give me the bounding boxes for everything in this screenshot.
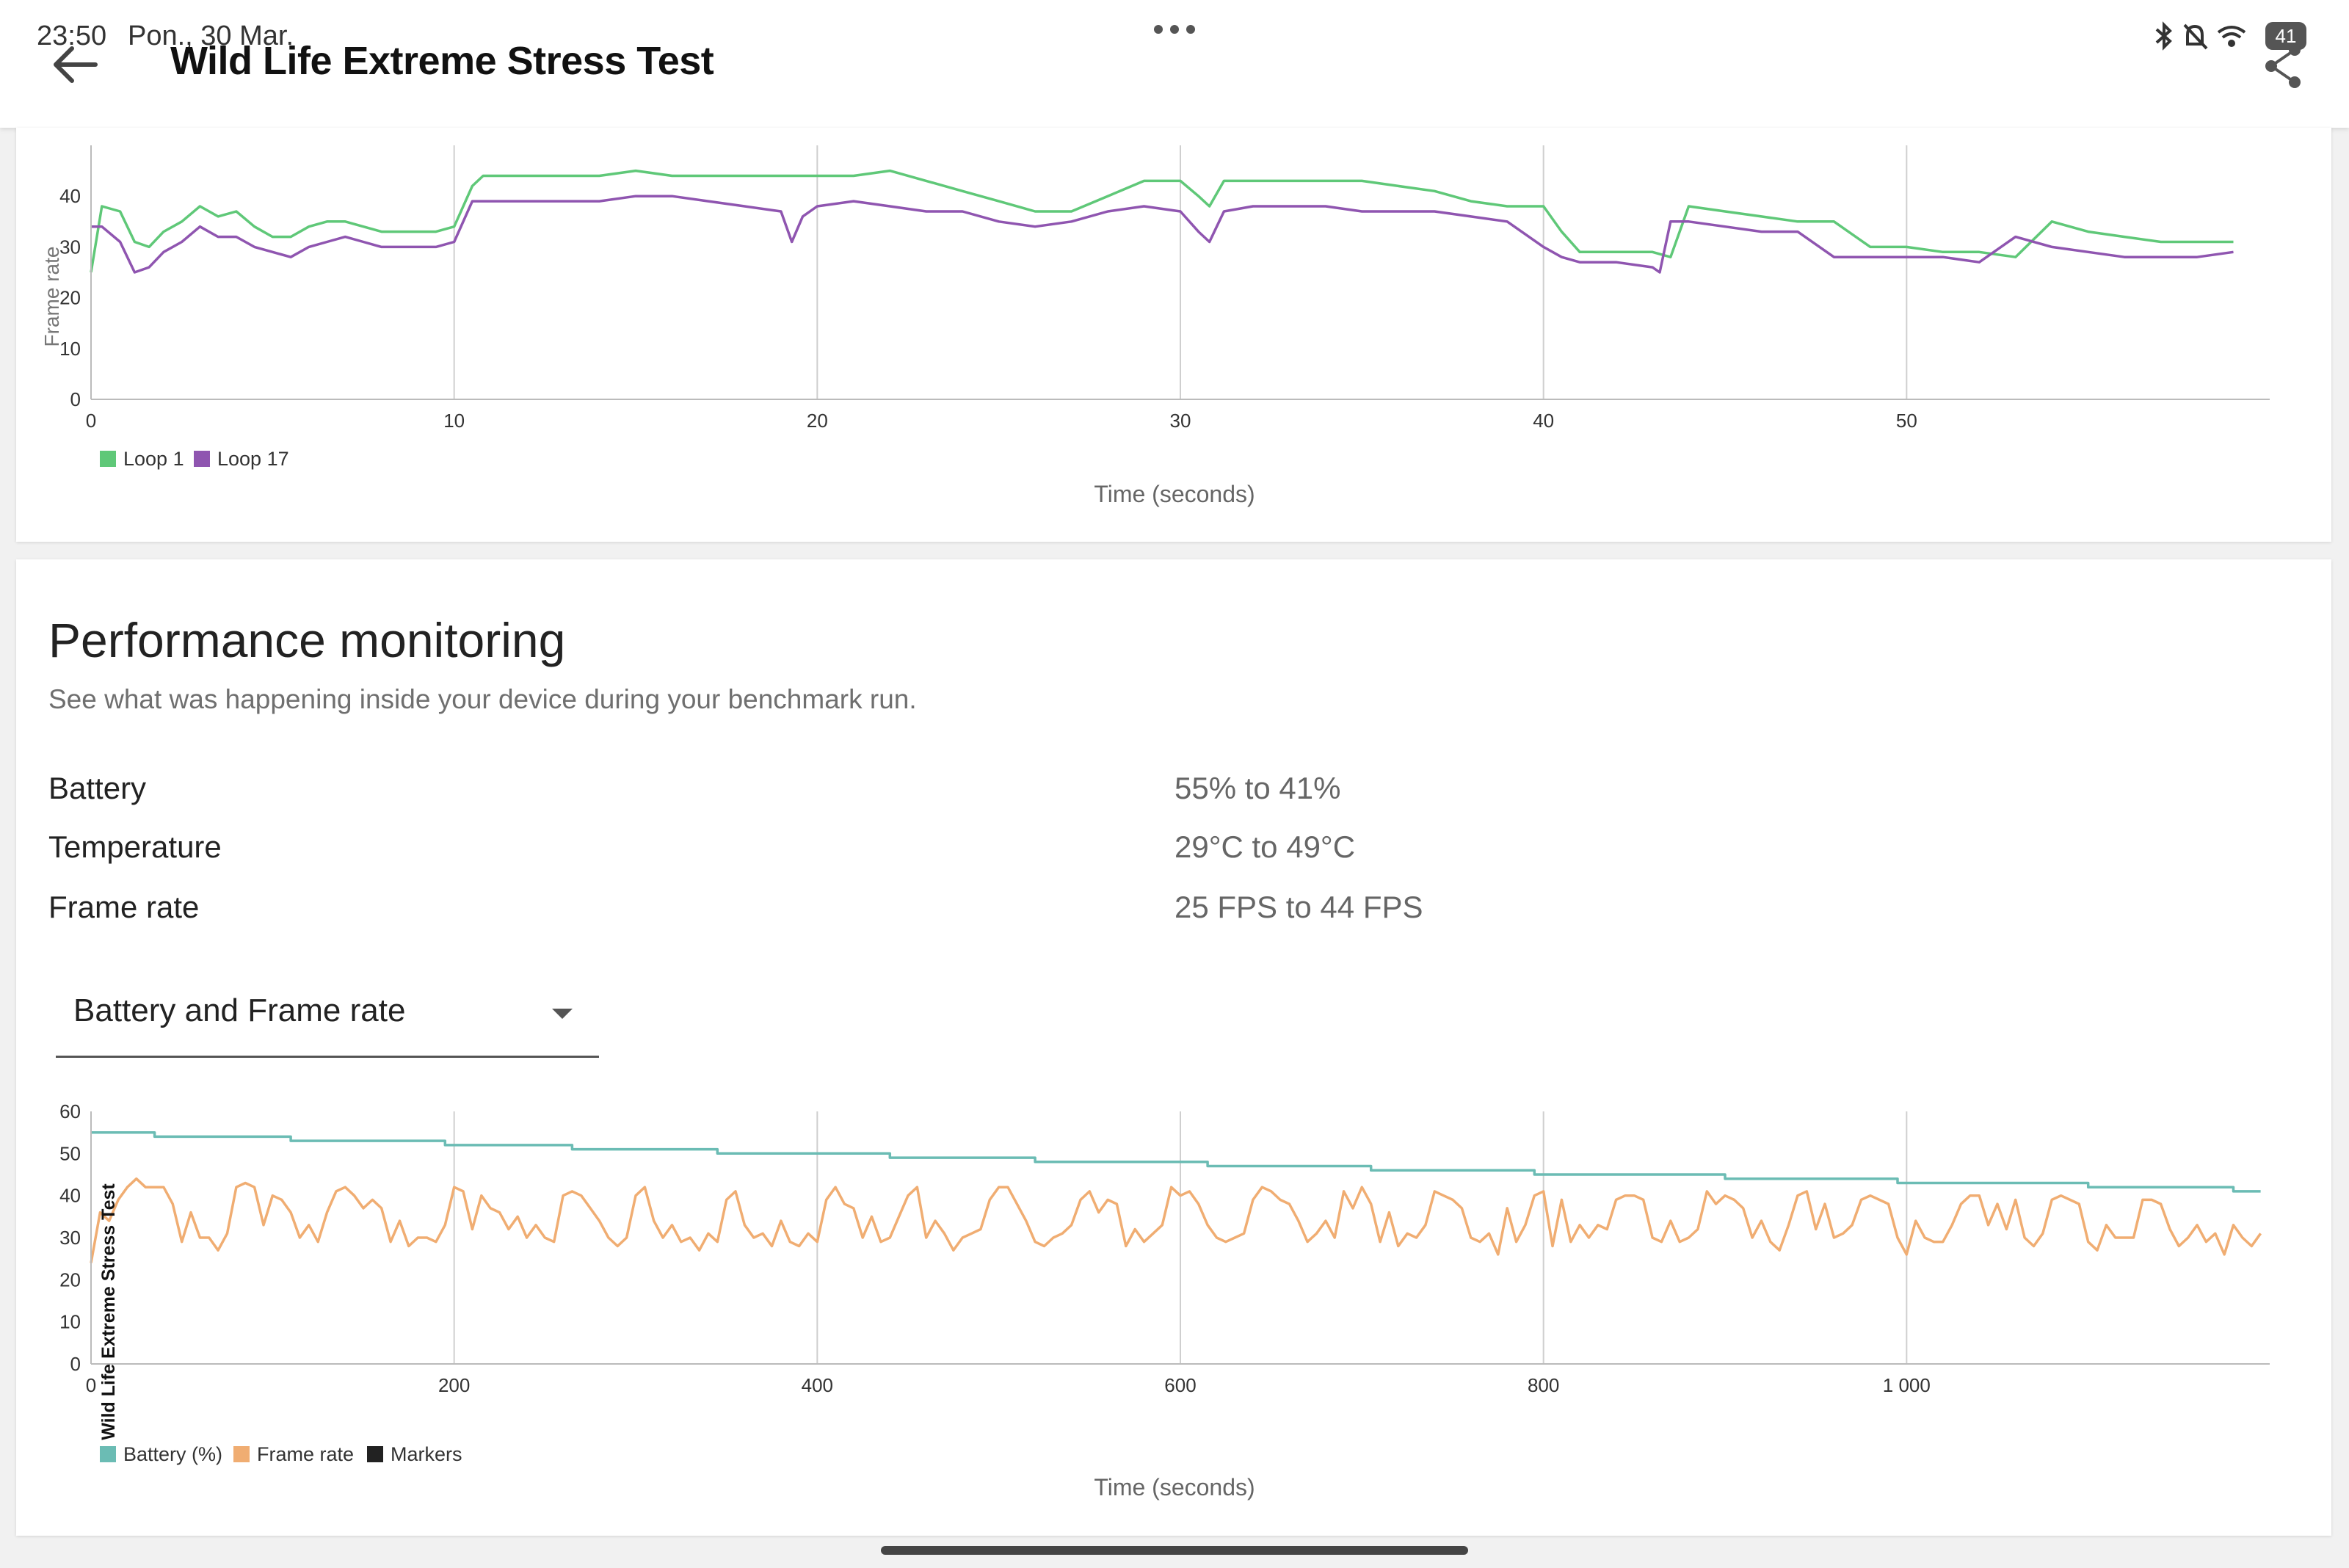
- y-tick-label: 30: [59, 236, 81, 258]
- x-tick-label: 1 000: [1883, 1374, 1931, 1396]
- y-tick-label: 20: [59, 1268, 81, 1291]
- legend-label-frame-rate: Frame rate: [257, 1443, 354, 1465]
- y-tick-label: 50: [59, 1142, 81, 1164]
- x-axis-label: Time (seconds): [1094, 1474, 1255, 1500]
- legend-swatch-battery: [100, 1446, 116, 1462]
- mute-bell-icon: [2183, 23, 2208, 50]
- x-tick-label: 40: [1533, 410, 1554, 432]
- metric-value-frame-rate: 25 FPS to 44 FPS: [1174, 890, 1423, 924]
- x-tick-label: 0: [86, 410, 96, 432]
- wifi-icon: [2217, 26, 2246, 47]
- legend-label-markers: Markers: [391, 1443, 462, 1465]
- metric-value-battery: 55% to 41%: [1174, 771, 1341, 805]
- legend-label-battery: Battery (%): [123, 1443, 222, 1465]
- legend-swatch-frame-rate: [233, 1446, 250, 1462]
- x-tick-label: 0: [86, 1374, 96, 1396]
- y-tick-label: 60: [59, 1100, 81, 1122]
- bluetooth-icon: [2155, 21, 2172, 51]
- x-tick-label: 20: [807, 410, 828, 432]
- x-tick-label: 10: [443, 410, 465, 432]
- battery-frame-rate-chart: 0 200 400 600 800 1 000 0 10 20 30 40 50 60 Wild Lif…: [59, 1100, 2270, 1500]
- x-tick-label: 200: [438, 1374, 470, 1396]
- battery-level-badge: 41: [2265, 22, 2306, 50]
- dropdown-arrow-icon: [552, 1009, 573, 1019]
- status-icons: [2155, 21, 2246, 51]
- section-subtitle: See what was happening inside your devic…: [48, 684, 917, 714]
- y-tick-label: 10: [59, 1311, 81, 1333]
- performance-monitoring-card: Performance monitoring See what was happ…: [16, 559, 2331, 1536]
- x-tick-label: 30: [1170, 410, 1191, 432]
- legend: Loop 1 Loop 17: [100, 448, 289, 470]
- chart-selector-dropdown[interactable]: Battery and Frame rate: [56, 976, 599, 1058]
- dropdown-selected-label: Battery and Frame rate: [73, 992, 406, 1028]
- legend-label-loop-1: Loop 1: [123, 448, 184, 470]
- x-tick-label: 400: [802, 1374, 833, 1396]
- metric-label-frame-rate: Frame rate: [48, 890, 200, 924]
- x-tick-label: 800: [1528, 1374, 1559, 1396]
- legend-label-loop-17: Loop 17: [217, 448, 289, 470]
- metric-value-temperature: 29°C to 49°C: [1174, 830, 1356, 864]
- x-axis-label: Time (seconds): [1094, 481, 1255, 507]
- y-tick-label: 20: [59, 287, 81, 309]
- share-icon[interactable]: [2261, 43, 2305, 90]
- frame-rate-loop-chart: 0 10 20 30 40 50 0 10 20 30 40 Frame rate Time (se…: [40, 145, 2270, 507]
- status-date: Pon., 30 Mar.: [128, 21, 294, 51]
- section-title: Performance monitoring: [48, 613, 566, 667]
- metric-label-temperature: Temperature: [48, 830, 222, 864]
- series-line-battery: [91, 1130, 2261, 1193]
- legend-swatch-loop-17: [194, 451, 210, 467]
- page-title: Wild Life Extreme Stress Test: [170, 39, 714, 83]
- y-axis-label: Frame rate: [40, 247, 63, 347]
- y-tick-label: 40: [59, 1185, 81, 1207]
- y-tick-label: 0: [70, 1353, 81, 1375]
- y-tick-label: 40: [59, 185, 81, 207]
- series-line-loop-17: [91, 195, 2234, 274]
- metric-label-battery: Battery: [48, 771, 147, 805]
- legend: Battery (%) Frame rate Markers: [100, 1443, 462, 1465]
- back-arrow-icon[interactable]: [50, 44, 98, 85]
- app-bar: 23:50 Pon., 30 Mar. Wild Life Extreme St…: [0, 0, 2349, 128]
- x-tick-label: 600: [1164, 1374, 1196, 1396]
- status-time: 23:50: [37, 21, 107, 51]
- y-tick-label: 30: [59, 1227, 81, 1249]
- legend-swatch-loop-1: [100, 451, 116, 467]
- y-tick-label: 10: [59, 338, 81, 360]
- frame-rate-loop-card: 0 10 20 30 40 50 0 10 20 30 40 Frame rate Time (se…: [16, 128, 2331, 542]
- y-axis-label: Wild Life Extreme Stress Test: [98, 1183, 119, 1440]
- series-line-frame-rate: [90, 1177, 2262, 1263]
- y-tick-label: 0: [70, 388, 81, 410]
- x-tick-label: 50: [1896, 410, 1917, 432]
- legend-swatch-markers: [367, 1446, 383, 1462]
- home-indicator[interactable]: [881, 1546, 1468, 1555]
- more-dots-icon[interactable]: [1151, 22, 1198, 37]
- series-line-loop-1: [90, 169, 2234, 273]
